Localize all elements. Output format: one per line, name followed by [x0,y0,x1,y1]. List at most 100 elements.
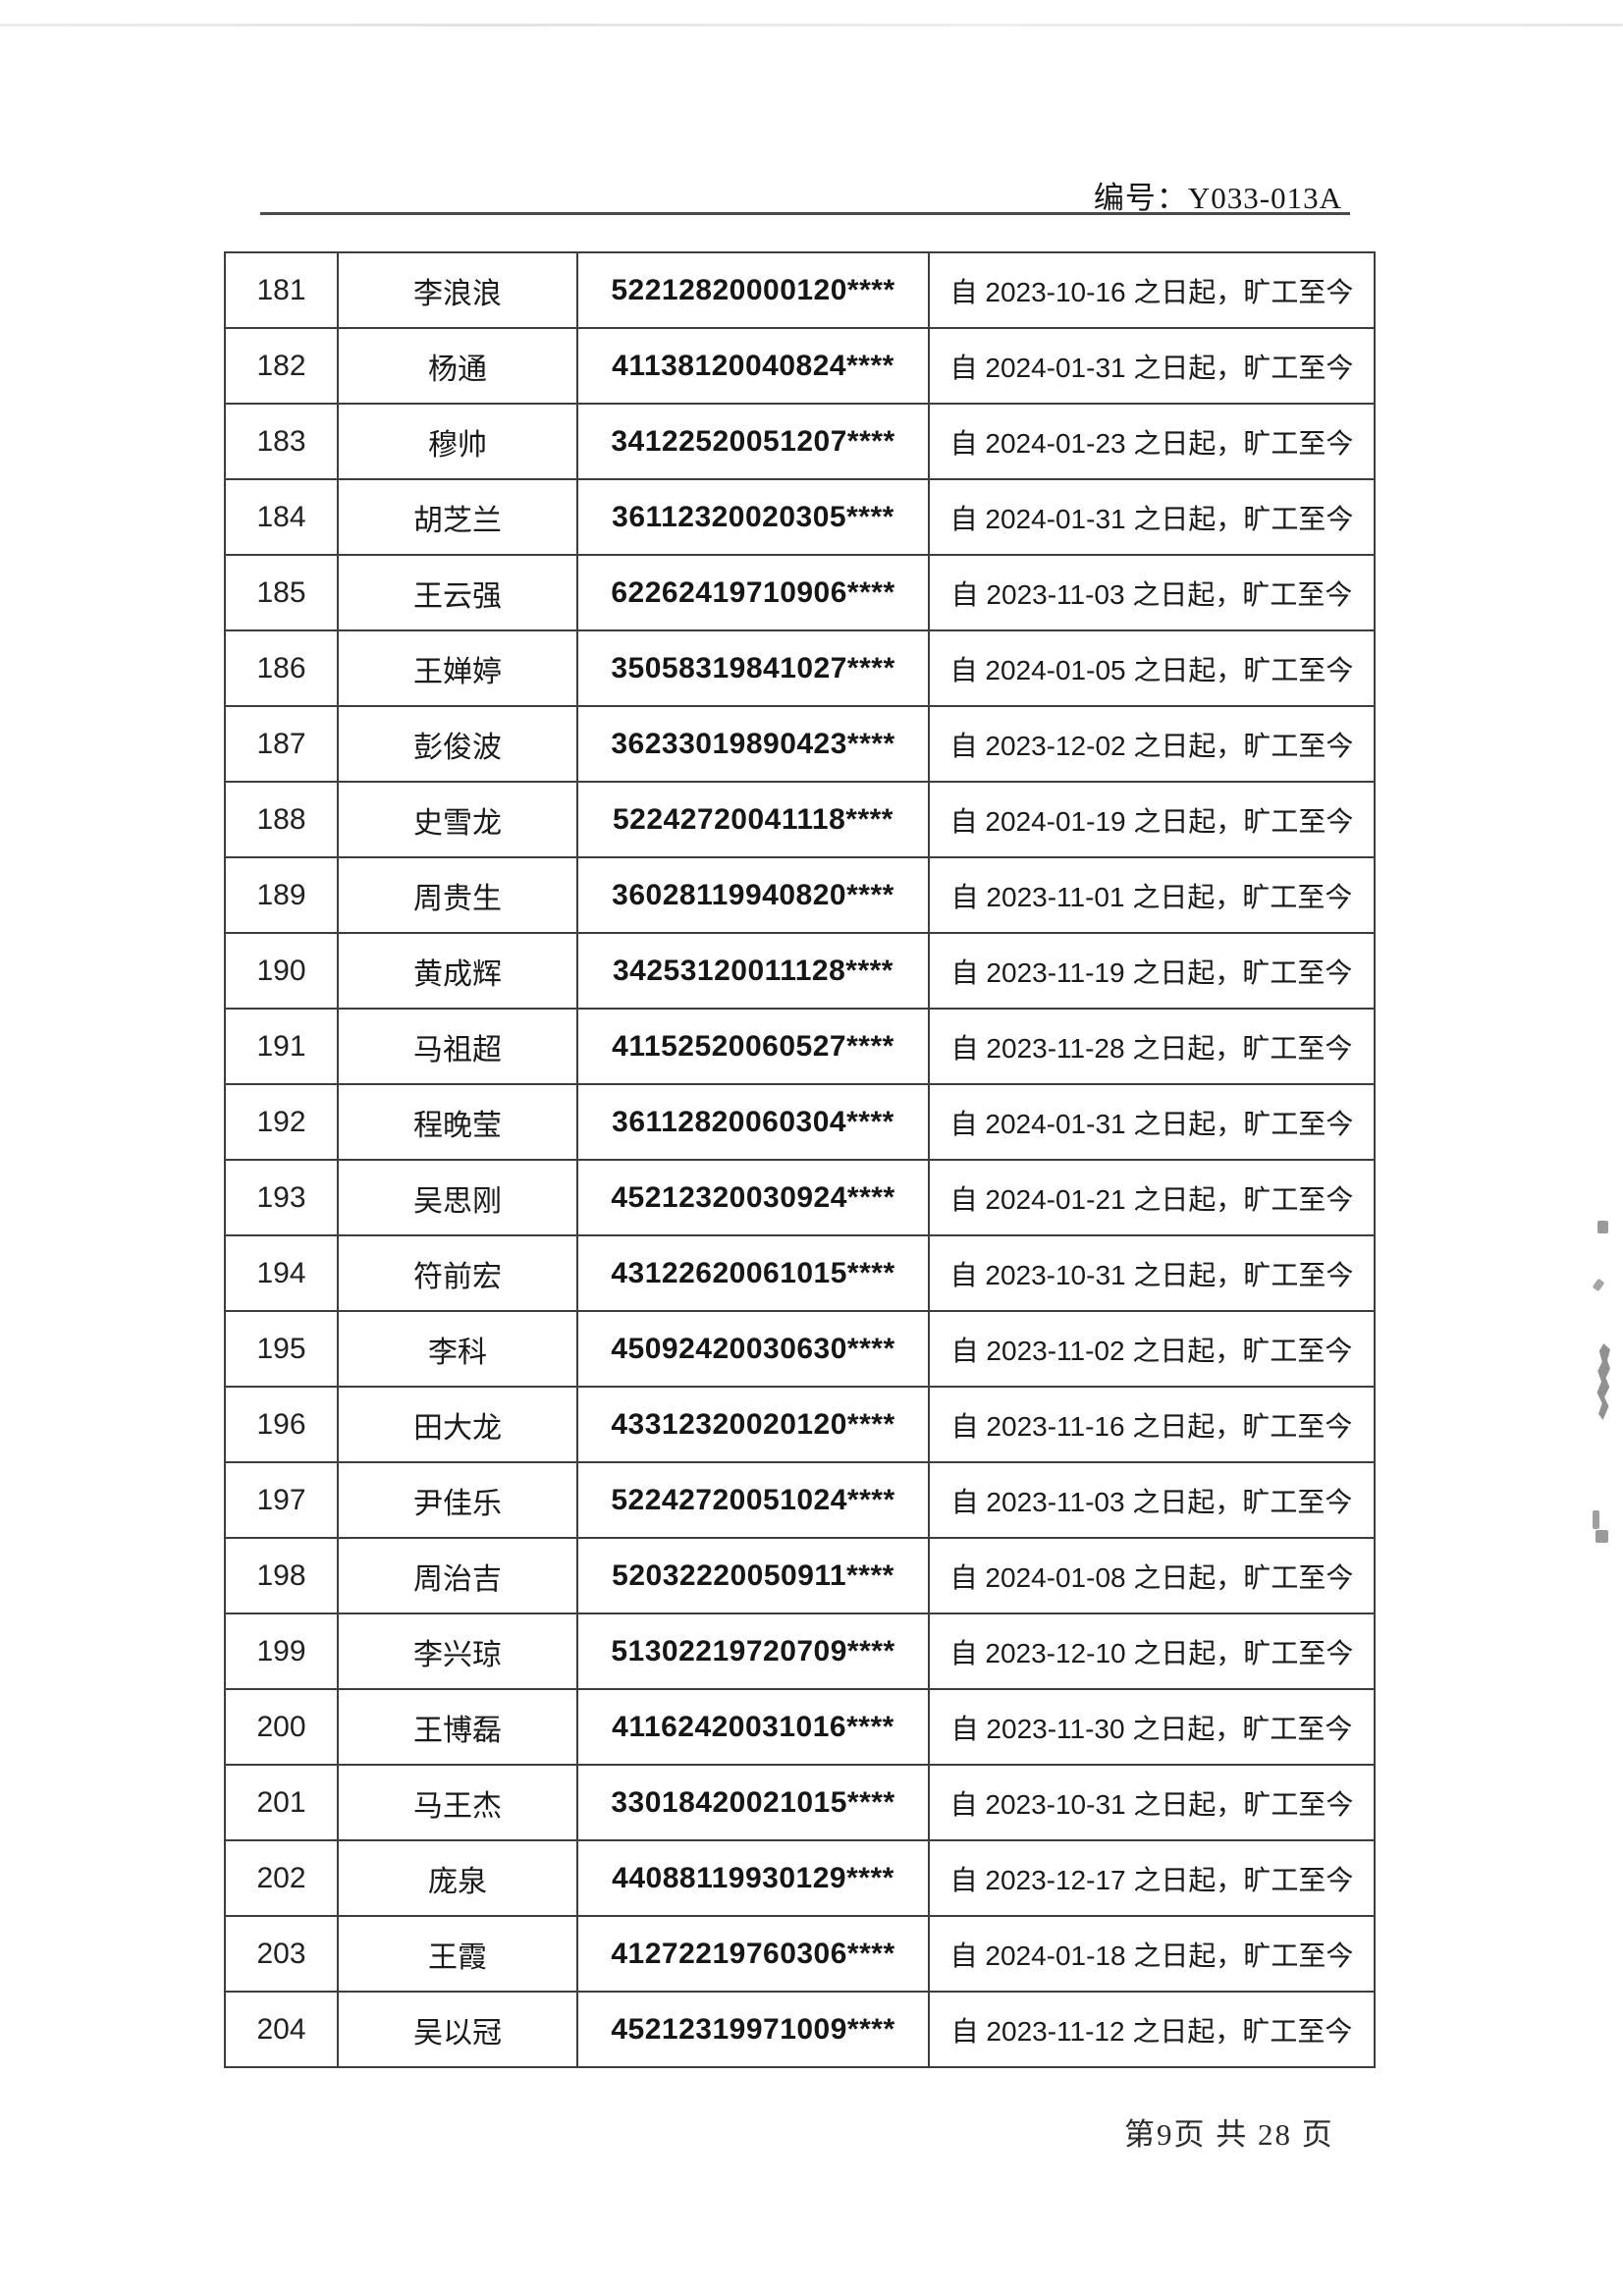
id-number-cell: 36028119940820**** [576,856,930,934]
id-number-cell: 44088119930129**** [576,1839,930,1917]
id-number-cell: 52032220050911**** [576,1537,930,1614]
absence-status-cell: 自 2023-11-30 之日起，旷工至今 [928,1688,1376,1766]
employee-name-cell: 李科 [337,1310,578,1388]
table-row: 192 程晚莹 36112820060304**** 自 2024-01-31 … [224,1083,1376,1161]
scan-artifact-blob [1596,1530,1608,1543]
row-number-cell: 193 [224,1159,339,1236]
attendance-table-body: 181 李浪浪 52212820000120**** 自 2023-10-16 … [224,251,1376,2068]
row-number-cell: 185 [224,554,339,631]
table-row: 187 彭俊波 36233019890423**** 自 2023-12-02 … [224,705,1376,783]
row-number-cell: 192 [224,1083,339,1161]
absence-status-cell: 自 2024-01-19 之日起，旷工至今 [928,781,1376,858]
absence-status-cell: 自 2023-11-19 之日起，旷工至今 [928,932,1376,1010]
employee-name-cell: 穆帅 [337,403,578,480]
scan-artifact-top-line [0,24,1623,27]
employee-name-cell: 李兴琼 [337,1613,578,1690]
id-number-cell: 43312320020120**** [576,1386,930,1463]
table-row: 182 杨通 41138120040824**** 自 2024-01-31 之… [224,327,1376,405]
id-number-cell: 52242720051024**** [576,1461,930,1539]
id-number-cell: 41162420031016**** [576,1688,930,1766]
employee-name-cell: 吴以冠 [337,1991,578,2068]
row-number-cell: 195 [224,1310,339,1388]
absence-status-cell: 自 2024-01-31 之日起，旷工至今 [928,478,1376,556]
table-row: 189 周贵生 36028119940820**** 自 2023-11-01 … [224,856,1376,934]
absence-status-cell: 自 2023-12-10 之日起，旷工至今 [928,1613,1376,1690]
row-number-cell: 202 [224,1839,339,1917]
table-row: 204 吴以冠 45212319971009**** 自 2023-11-12 … [224,1991,1376,2068]
employee-name-cell: 庞泉 [337,1839,578,1917]
id-number-cell: 36112820060304**** [576,1083,930,1161]
table-row: 183 穆帅 34122520051207**** 自 2024-01-23 之… [224,403,1376,480]
row-number-cell: 190 [224,932,339,1010]
employee-name-cell: 尹佳乐 [337,1461,578,1539]
absence-status-cell: 自 2024-01-21 之日起，旷工至今 [928,1159,1376,1236]
row-number-cell: 191 [224,1008,339,1085]
id-number-cell: 33018420021015**** [576,1764,930,1841]
table-row: 195 李科 45092420030630**** 自 2023-11-02 之… [224,1310,1376,1388]
row-number-cell: 186 [224,629,339,707]
id-number-cell: 36233019890423**** [576,705,930,783]
id-number-cell: 51302219720709**** [576,1613,930,1690]
table-row: 201 马王杰 33018420021015**** 自 2023-10-31 … [224,1764,1376,1841]
employee-name-cell: 吴思刚 [337,1159,578,1236]
table-row: 199 李兴琼 51302219720709**** 自 2023-12-10 … [224,1613,1376,1690]
absence-status-cell: 自 2024-01-18 之日起，旷工至今 [928,1915,1376,1993]
table-row: 200 王博磊 41162420031016**** 自 2023-11-30 … [224,1688,1376,1766]
employee-name-cell: 符前宏 [337,1234,578,1312]
row-number-cell: 198 [224,1537,339,1614]
employee-name-cell: 史雪龙 [337,781,578,858]
scan-artifact-tick [1592,1278,1605,1292]
id-number-cell: 52242720041118**** [576,781,930,858]
id-number-cell: 41138120040824**** [576,327,930,405]
page-number-footer: 第9页 共 28 页 [1124,2117,1334,2152]
absence-status-cell: 自 2024-01-08 之日起，旷工至今 [928,1537,1376,1614]
row-number-cell: 200 [224,1688,339,1766]
row-number-cell: 183 [224,403,339,480]
absence-status-cell: 自 2023-11-01 之日起，旷工至今 [928,856,1376,934]
employee-name-cell: 田大龙 [337,1386,578,1463]
row-number-cell: 187 [224,705,339,783]
absence-status-cell: 自 2023-12-02 之日起，旷工至今 [928,705,1376,783]
table-row: 188 史雪龙 52242720041118**** 自 2024-01-19 … [224,781,1376,858]
table-row: 202 庞泉 44088119930129**** 自 2023-12-17 之… [224,1839,1376,1917]
row-number-cell: 196 [224,1386,339,1463]
table-row: 185 王云强 62262419710906**** 自 2023-11-03 … [224,554,1376,631]
id-number-cell: 34122520051207**** [576,403,930,480]
table-row: 191 马祖超 41152520060527**** 自 2023-11-28 … [224,1008,1376,1085]
scan-artifact-blob [1597,1221,1608,1233]
id-number-cell: 45092420030630**** [576,1310,930,1388]
absence-status-cell: 自 2024-01-23 之日起，旷工至今 [928,403,1376,480]
table-row: 193 吴思刚 45212320030924**** 自 2024-01-21 … [224,1159,1376,1236]
employee-name-cell: 周贵生 [337,856,578,934]
scan-artifact-streak [1596,1343,1610,1420]
absence-status-cell: 自 2024-01-31 之日起，旷工至今 [928,1083,1376,1161]
employee-name-cell: 黄成辉 [337,932,578,1010]
row-number-cell: 189 [224,856,339,934]
row-number-cell: 194 [224,1234,339,1312]
id-number-cell: 35058319841027**** [576,629,930,707]
row-number-cell: 188 [224,781,339,858]
row-number-cell: 204 [224,1991,339,2068]
id-number-cell: 45212320030924**** [576,1159,930,1236]
absence-status-cell: 自 2023-11-03 之日起，旷工至今 [928,554,1376,631]
employee-name-cell: 杨通 [337,327,578,405]
employee-name-cell: 马祖超 [337,1008,578,1085]
absence-status-cell: 自 2023-11-03 之日起，旷工至今 [928,1461,1376,1539]
table-row: 184 胡芝兰 36112320020305**** 自 2024-01-31 … [224,478,1376,556]
employee-name-cell: 王婵婷 [337,629,578,707]
table-row: 197 尹佳乐 52242720051024**** 自 2023-11-03 … [224,1461,1376,1539]
id-number-cell: 41272219760306**** [576,1915,930,1993]
scan-artifact-mark [1593,1510,1599,1529]
id-number-cell: 45212319971009**** [576,1991,930,2068]
employee-name-cell: 周治吉 [337,1537,578,1614]
employee-name-cell: 王霞 [337,1915,578,1993]
employee-name-cell: 程晚莹 [337,1083,578,1161]
absence-status-cell: 自 2023-11-02 之日起，旷工至今 [928,1310,1376,1388]
id-number-cell: 36112320020305**** [576,478,930,556]
table-row: 194 符前宏 43122620061015**** 自 2023-10-31 … [224,1234,1376,1312]
absentee-roster-table: 181 李浪浪 52212820000120**** 自 2023-10-16 … [224,251,1376,2068]
employee-name-cell: 李浪浪 [337,251,578,329]
absence-status-cell: 自 2023-10-31 之日起，旷工至今 [928,1234,1376,1312]
employee-name-cell: 马王杰 [337,1764,578,1841]
